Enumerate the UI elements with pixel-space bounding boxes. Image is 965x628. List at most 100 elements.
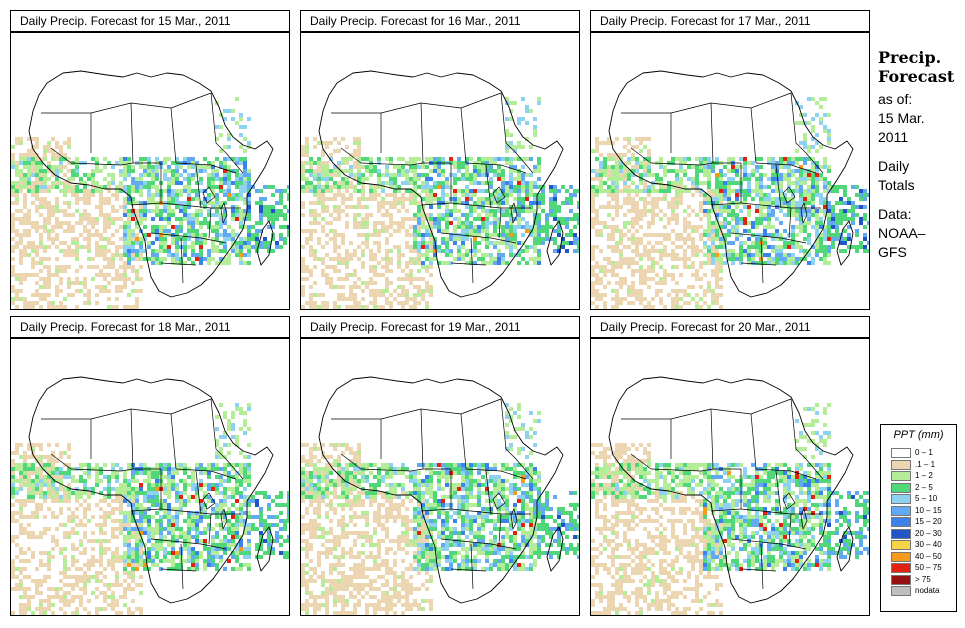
precip-cell — [47, 169, 51, 173]
precip-cell — [823, 129, 827, 133]
precip-cell — [151, 181, 155, 185]
precip-cell — [631, 241, 635, 245]
precip-cell — [321, 153, 325, 157]
precip-cell — [163, 217, 167, 221]
precip-cell — [171, 487, 175, 491]
precip-cell — [309, 209, 313, 213]
precip-cell — [183, 463, 187, 467]
precip-cell — [127, 217, 131, 221]
precip-cell — [127, 241, 131, 245]
precip-cell — [135, 201, 139, 205]
precip-cell — [651, 217, 655, 221]
precip-cell — [425, 289, 429, 293]
precip-cell — [39, 479, 43, 483]
precip-cell — [103, 201, 107, 205]
precip-cell — [219, 113, 223, 117]
precip-cell — [231, 491, 235, 495]
precip-cell — [631, 285, 635, 289]
precip-cell — [199, 503, 203, 507]
precip-cell — [679, 157, 683, 161]
precip-cell — [647, 225, 651, 229]
precip-cell — [239, 407, 243, 411]
precip-cell — [827, 205, 831, 209]
precip-cell — [611, 265, 615, 269]
precip-cell — [429, 289, 433, 293]
precip-cell — [23, 181, 27, 185]
precip-cell — [361, 281, 365, 285]
precip-cell — [433, 165, 437, 169]
precip-cell — [743, 205, 747, 209]
precip-cell — [577, 221, 579, 225]
precip-cell — [191, 515, 195, 519]
precip-cell — [751, 197, 755, 201]
precip-cell — [321, 173, 325, 177]
precip-cell — [103, 523, 107, 527]
precip-cell — [23, 277, 27, 281]
precip-cell — [227, 133, 231, 137]
precip-cell — [27, 229, 31, 233]
precip-cell — [671, 157, 675, 161]
precip-cell — [743, 201, 747, 205]
precip-cell — [755, 237, 759, 241]
precip-cell — [675, 193, 679, 197]
precip-cell — [43, 157, 47, 161]
precip-cell — [425, 305, 429, 309]
precip-cell — [715, 173, 719, 177]
precip-cell — [79, 289, 83, 293]
precip-cell — [453, 209, 457, 213]
precip-cell — [131, 253, 135, 257]
precip-cell — [243, 499, 247, 503]
precip-cell — [235, 197, 239, 201]
precip-cell — [771, 249, 775, 253]
precip-cell — [283, 205, 287, 209]
precip-cell — [603, 169, 607, 173]
precip-cell — [75, 209, 79, 213]
precip-cell — [227, 519, 231, 523]
precip-cell — [437, 173, 441, 177]
precip-cell — [663, 237, 667, 241]
precip-cell — [119, 157, 123, 161]
precip-cell — [301, 265, 305, 269]
precip-cell — [541, 185, 545, 189]
precip-cell — [127, 169, 131, 173]
precip-cell — [819, 249, 823, 253]
precip-cell — [803, 145, 807, 149]
precip-cell — [187, 173, 191, 177]
precip-cell — [171, 161, 175, 165]
precip-cell — [521, 97, 525, 101]
precip-cell — [831, 241, 835, 245]
precip-cell — [147, 471, 151, 475]
precip-cell — [631, 233, 635, 237]
precip-cell — [611, 173, 615, 177]
precip-cell — [321, 189, 325, 193]
precip-cell — [635, 269, 639, 273]
precip-cell — [755, 193, 759, 197]
precip-cell — [329, 157, 333, 161]
precip-cell — [481, 189, 485, 193]
precip-cell — [631, 205, 635, 209]
precip-cell — [235, 523, 239, 527]
precip-cell — [87, 519, 91, 523]
precip-cell — [19, 297, 23, 301]
precip-cell — [27, 245, 31, 249]
precip-cell — [131, 185, 135, 189]
precip-cell — [631, 273, 635, 277]
precip-cell — [607, 189, 611, 193]
precip-cell — [123, 157, 127, 161]
precip-cell — [99, 471, 103, 475]
precip-cell — [711, 221, 715, 225]
precip-cell — [377, 157, 381, 161]
precip-cell — [23, 463, 27, 467]
precip-cell — [111, 177, 115, 181]
precip-cell — [337, 181, 341, 185]
precip-cell — [219, 249, 223, 253]
precip-cell — [715, 209, 719, 213]
precip-cell — [59, 169, 63, 173]
precip-cell — [139, 193, 143, 197]
precip-cell — [497, 197, 501, 201]
precip-cell — [95, 265, 99, 269]
precip-cell — [577, 217, 579, 221]
precip-cell — [763, 213, 767, 217]
precip-cell — [485, 213, 489, 217]
precip-cell — [301, 189, 305, 193]
